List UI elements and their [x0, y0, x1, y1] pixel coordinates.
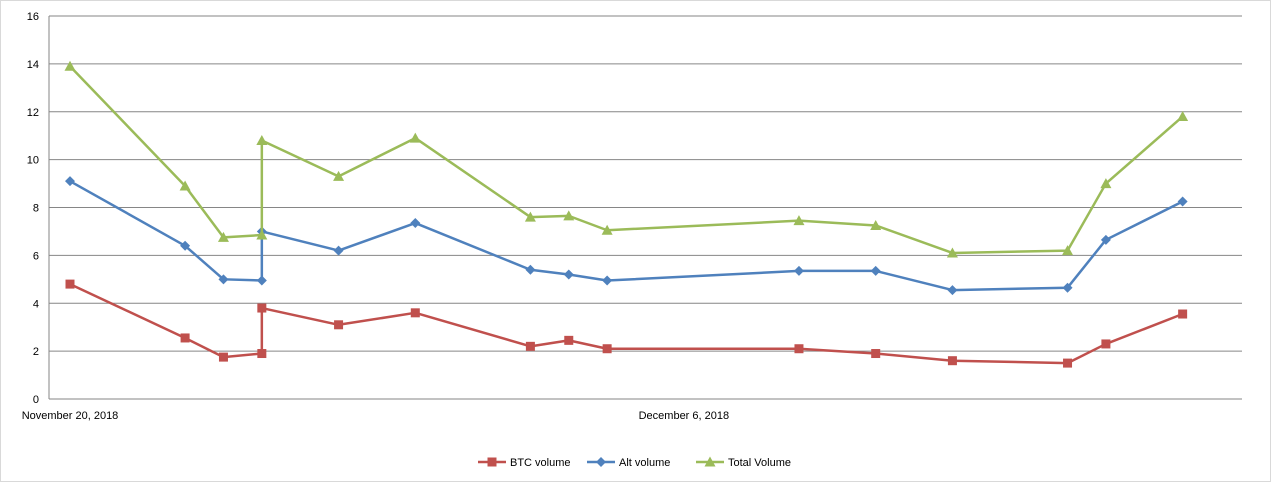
data-point-alt-volume	[256, 275, 267, 286]
data-point-total-volume	[524, 211, 536, 222]
data-point-alt-volume	[870, 265, 881, 276]
series-line-alt-volume	[69, 180, 1184, 292]
legend-marker-alt-volume	[596, 457, 606, 467]
data-point-total-volume	[1100, 178, 1112, 189]
data-point-total-volume	[409, 132, 421, 143]
data-point-total-volume	[64, 60, 76, 71]
data-point-alt-volume	[1062, 282, 1073, 293]
data-point-btc-volume	[602, 344, 612, 354]
data-point-btc-volume	[525, 341, 535, 351]
data-point-btc-volume	[334, 320, 344, 330]
x-tick-label: November 20, 2018	[22, 410, 119, 422]
data-point-btc-volume	[794, 344, 804, 354]
data-point-total-volume	[333, 170, 345, 181]
data-point-alt-volume	[218, 274, 229, 285]
data-point-btc-volume	[564, 335, 574, 345]
data-point-total-volume	[256, 134, 268, 145]
data-point-alt-volume	[1177, 196, 1188, 207]
data-point-btc-volume	[410, 308, 420, 318]
y-tick-label: 0	[33, 394, 39, 406]
data-point-total-volume	[946, 247, 958, 258]
data-point-alt-volume	[410, 218, 421, 229]
data-point-total-volume	[1177, 111, 1189, 122]
data-point-total-volume	[563, 210, 575, 221]
y-tick-label: 4	[33, 298, 39, 310]
data-point-alt-volume	[65, 176, 75, 187]
data-point-btc-volume	[1063, 358, 1073, 368]
data-point-total-volume	[601, 224, 613, 235]
data-point-alt-volume	[793, 265, 804, 276]
x-tick-label: December 6, 2018	[639, 410, 730, 422]
data-point-alt-volume	[602, 275, 613, 286]
data-point-alt-volume	[947, 285, 958, 296]
data-point-total-volume	[793, 215, 805, 226]
y-tick-label: 14	[27, 59, 39, 71]
series-line-btc-volume	[69, 282, 1184, 365]
data-point-total-volume	[179, 180, 191, 191]
data-point-alt-volume	[333, 245, 344, 256]
data-point-btc-volume	[1178, 309, 1188, 319]
legend-label-alt-volume: Alt volume	[619, 457, 670, 469]
data-point-alt-volume	[525, 264, 536, 275]
data-point-alt-volume	[563, 269, 574, 280]
y-tick-label: 10	[27, 155, 39, 167]
legend-marker-total-volume	[704, 456, 716, 467]
series-line-total-volume	[69, 65, 1184, 255]
y-tick-label: 8	[33, 203, 39, 215]
y-tick-label: 16	[27, 11, 39, 23]
data-point-alt-volume	[180, 240, 191, 251]
data-point-btc-volume	[218, 352, 228, 362]
data-point-alt-volume	[1100, 234, 1111, 245]
data-point-btc-volume	[1101, 339, 1111, 349]
legend-marker-btc-volume	[487, 457, 497, 467]
y-tick-label: 2	[33, 346, 39, 358]
legend-label-btc-volume: BTC volume	[510, 457, 571, 469]
y-tick-label: 6	[33, 250, 39, 262]
data-point-btc-volume	[65, 279, 75, 289]
data-point-btc-volume	[947, 356, 957, 366]
legend-label-total-volume: Total Volume	[728, 457, 791, 469]
data-point-total-volume	[870, 219, 882, 230]
data-point-total-volume	[217, 231, 229, 242]
data-point-btc-volume	[257, 303, 267, 313]
data-point-total-volume	[1062, 245, 1074, 256]
data-point-btc-volume	[871, 349, 881, 359]
y-tick-label: 12	[27, 107, 39, 119]
data-point-btc-volume	[180, 333, 190, 343]
data-point-total-volume	[256, 229, 268, 240]
data-point-btc-volume	[257, 349, 267, 359]
